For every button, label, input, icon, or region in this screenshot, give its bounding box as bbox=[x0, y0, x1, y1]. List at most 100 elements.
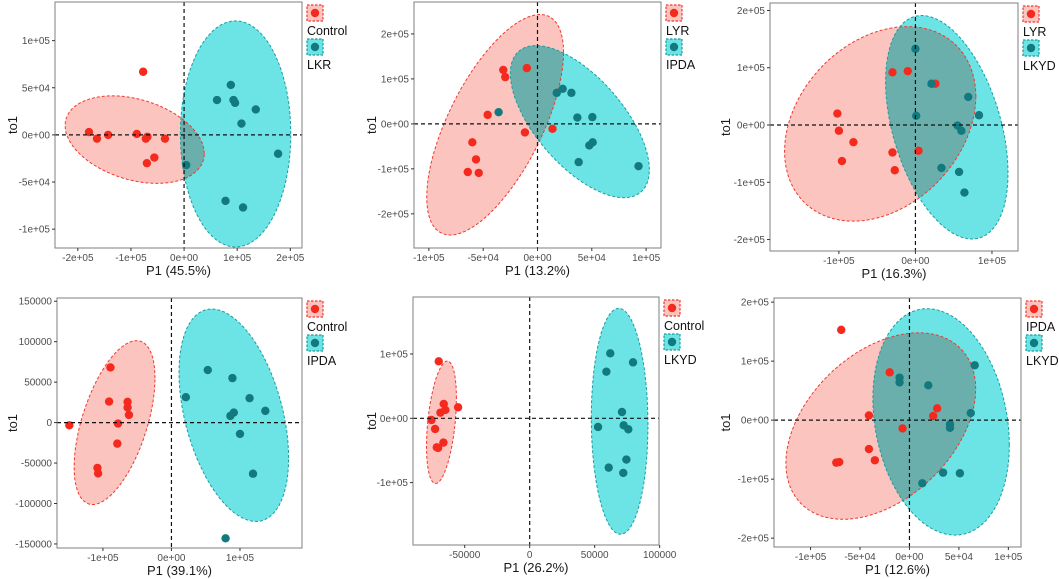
y-tick-label: 1e+05 bbox=[741, 357, 770, 368]
y-tick-label: 0e+00 bbox=[737, 120, 766, 131]
data-point-control bbox=[103, 130, 113, 140]
data-point-ipda bbox=[835, 457, 844, 467]
y-axis-title: to1 bbox=[718, 413, 733, 431]
data-point-lkr bbox=[237, 119, 246, 128]
confidence-ellipse-outline-control bbox=[64, 95, 205, 184]
data-point-lkr bbox=[238, 203, 248, 212]
x-tick-label: 5e+04 bbox=[945, 552, 974, 563]
confidence-ellipse-control bbox=[65, 95, 205, 184]
y-tick-label: 0e+00 bbox=[22, 130, 51, 141]
plot-area bbox=[414, 2, 661, 248]
data-point-control bbox=[439, 438, 448, 447]
data-point-lyr bbox=[499, 65, 508, 75]
data-point-ipda bbox=[494, 107, 503, 117]
confidence-ellipse-ipda bbox=[510, 45, 650, 198]
y-tick-label: -50000 bbox=[21, 459, 53, 470]
y-tick-label: 2e+05 bbox=[381, 29, 410, 40]
scatter-panel-3: -1e+05 0e+00 1e+05 -2e+05 -1e+05 0e+00 1e+05 2e… bbox=[718, 2, 1056, 281]
data-point-lkyd bbox=[970, 361, 979, 370]
plot-area bbox=[57, 298, 302, 548]
data-point-lyr bbox=[888, 68, 897, 77]
confidence-ellipse-outline-ipda bbox=[785, 332, 977, 520]
data-point-lkyd bbox=[624, 425, 633, 434]
x-axis-title: P1 (45.5%) bbox=[146, 263, 211, 278]
data-point-ipda bbox=[932, 404, 942, 413]
y-tick-label: -5e+04 bbox=[19, 178, 51, 189]
data-point-control bbox=[150, 153, 159, 162]
legend-point-ipda bbox=[310, 338, 320, 348]
y-axis-title: to1 bbox=[5, 116, 20, 134]
data-point-control bbox=[441, 405, 450, 415]
data-point-lkyd bbox=[945, 423, 955, 433]
confidence-ellipse-outline-lyr bbox=[783, 26, 977, 222]
x-tick-label: -1e+05 bbox=[795, 552, 827, 563]
legend-label: Control bbox=[307, 24, 347, 38]
y-tick-label: 2e+05 bbox=[741, 298, 770, 309]
legend-point-control bbox=[310, 8, 320, 18]
data-point-control bbox=[113, 439, 122, 448]
legend-label: LKYD bbox=[1023, 59, 1056, 73]
scatter-panel-2: -1e+05 -5e+04 0e+00 5e+04 1e+05 -2e+05 -1e+05 0… bbox=[364, 1, 696, 278]
data-point-ipda bbox=[885, 368, 894, 377]
y-tick-label: 1e+05 bbox=[22, 36, 51, 47]
legend-label: LYR bbox=[1023, 25, 1046, 39]
y-tick-label: 0e+00 bbox=[741, 416, 770, 427]
x-axis-title: P1 (13.2%) bbox=[505, 263, 570, 278]
x-tick-label: -5e+04 bbox=[467, 253, 499, 264]
x-tick-label: 1e+05 bbox=[223, 253, 252, 264]
x-tick-label: 1e+05 bbox=[994, 552, 1023, 563]
legend-point-lkyd bbox=[1026, 43, 1036, 53]
x-tick-label: 0e+00 bbox=[523, 253, 552, 264]
data-point-lkyd bbox=[911, 111, 921, 121]
scatter-panel-1: -2e+05 -1e+05 0e+00 1e+05 2e+05 -1e+05 -5e+04 0… bbox=[5, 1, 347, 278]
data-point-lkyd bbox=[628, 358, 638, 367]
data-point-control bbox=[142, 158, 152, 168]
data-point-control bbox=[84, 127, 94, 137]
data-point-lkr bbox=[251, 105, 260, 114]
data-point-control bbox=[430, 424, 440, 434]
legend: Control LKR bbox=[306, 4, 347, 72]
y-tick-label: 1e+05 bbox=[737, 63, 766, 74]
data-point-lyr bbox=[834, 126, 844, 135]
legend-label: Control bbox=[307, 320, 347, 334]
x-axis-title: P1 (26.2%) bbox=[503, 560, 568, 575]
plot-area bbox=[413, 297, 659, 545]
legend-point-ipda bbox=[1029, 304, 1039, 314]
confidence-ellipse-outline-control bbox=[425, 360, 457, 485]
plot-area bbox=[770, 3, 1018, 251]
data-point-lkyd bbox=[619, 468, 628, 478]
data-point-lkyd bbox=[954, 167, 964, 177]
data-point-control bbox=[92, 134, 102, 143]
y-tick-label: 0 bbox=[46, 418, 52, 429]
legend: Control IPDA bbox=[306, 300, 347, 368]
data-point-lkyd bbox=[964, 92, 973, 102]
data-point-lkyd bbox=[895, 378, 904, 387]
y-axis-title: to1 bbox=[364, 116, 379, 134]
y-axis-title: to1 bbox=[364, 412, 379, 430]
x-tick-label: 1e+05 bbox=[226, 553, 255, 564]
y-tick-label: 1e+05 bbox=[380, 349, 409, 360]
y-tick-label: 5e+04 bbox=[22, 83, 51, 94]
data-point-control bbox=[124, 410, 134, 420]
scatter-panel-4: -1e+05 0e+00 1e+05 -150000 -100000 -50000 0 500… bbox=[5, 297, 347, 578]
data-point-ipda bbox=[181, 392, 191, 402]
x-axis-title: P1 (39.1%) bbox=[147, 563, 212, 578]
data-point-control bbox=[93, 469, 103, 478]
confidence-ellipse-outline-lkyd bbox=[885, 14, 1009, 240]
data-point-lkyd bbox=[604, 463, 613, 472]
data-point-lyr bbox=[522, 63, 532, 73]
data-point-lkr bbox=[212, 95, 222, 105]
data-point-lyr bbox=[837, 156, 847, 166]
legend: IPDA LKYD bbox=[1025, 300, 1059, 368]
y-tick-label: -2e+05 bbox=[378, 209, 410, 220]
data-point-ipda bbox=[588, 112, 597, 122]
data-point-ipda bbox=[235, 429, 245, 439]
data-point-lkyd bbox=[937, 163, 946, 173]
data-point-control bbox=[160, 134, 170, 143]
confidence-ellipse-lkr bbox=[180, 20, 291, 248]
data-point-ipda bbox=[928, 411, 938, 421]
data-point-lkyd bbox=[960, 188, 969, 197]
data-point-lyr bbox=[890, 166, 899, 175]
data-point-ipda bbox=[864, 411, 874, 420]
